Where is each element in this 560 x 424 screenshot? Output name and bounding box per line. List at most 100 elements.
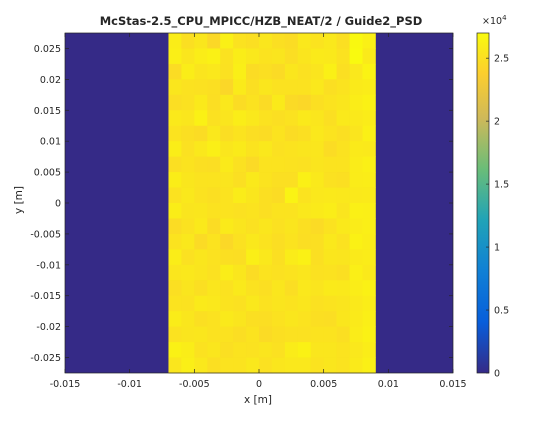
heatmap-cell (349, 357, 363, 374)
heatmap-cell (168, 156, 182, 173)
heatmap-cell (194, 233, 208, 250)
heatmap-cell (323, 203, 337, 219)
y-tick-label: 0 (55, 199, 61, 210)
heatmap-cell (194, 326, 208, 343)
heatmap-cell (168, 326, 182, 343)
heatmap-cell (310, 264, 325, 281)
heatmap-cell (168, 33, 182, 49)
heatmap-cell (220, 233, 234, 250)
heatmap-cell (194, 125, 208, 142)
heatmap-cell (181, 311, 195, 328)
heatmap-cell (246, 141, 260, 158)
heatmap-cell (297, 48, 312, 65)
heatmap-cell (336, 110, 350, 127)
heatmap-cell (310, 94, 325, 111)
heatmap-cell (297, 295, 312, 312)
heatmap-cell (259, 357, 273, 374)
heatmap-cell (349, 33, 363, 49)
heatmap-cell (181, 218, 195, 235)
heatmap-cell (194, 172, 208, 188)
heatmap-cell (194, 33, 208, 49)
heatmap-cell (233, 295, 247, 312)
colorbar-tick-label: 1 (494, 243, 500, 254)
colorbar: 0 0.5 1 1.5 2 2.5 (476, 32, 509, 380)
heatmap-cell (336, 63, 350, 80)
heatmap-cell (349, 172, 363, 188)
heatmap-cell (259, 311, 273, 328)
heatmap-cell (168, 342, 182, 358)
heatmap-cell (271, 33, 286, 49)
heatmap-cell (194, 79, 208, 96)
heatmap-cell (181, 280, 195, 297)
heatmap-cell (362, 264, 376, 281)
heatmap-cell (168, 79, 182, 96)
heatmap-cell (310, 342, 325, 358)
heatmap-cell (246, 110, 260, 127)
y-tick-label: 0.015 (34, 106, 61, 117)
heatmap-cell (233, 218, 247, 235)
heatmap-cell (220, 172, 234, 188)
heatmap-cell (362, 249, 376, 266)
heatmap-cell (259, 63, 273, 80)
x-tick-label: 0.015 (439, 379, 466, 390)
heatmap-cell (297, 326, 312, 343)
heatmap-cell (323, 33, 337, 49)
heatmap-cell (349, 203, 363, 219)
x-tick-label: -0.01 (117, 379, 142, 390)
heatmap-cell (349, 264, 363, 281)
heatmap-cell (168, 249, 182, 266)
heatmap-cell (207, 141, 221, 158)
heatmap-cell (297, 187, 312, 204)
heatmap-cell (336, 264, 350, 281)
heatmap-cell (297, 156, 312, 173)
heatmap-cell (194, 156, 208, 173)
heatmap-cell (349, 156, 363, 173)
heatmap-cell (246, 156, 260, 173)
heatmap-cell (297, 264, 312, 281)
heatmap-cell (259, 233, 273, 250)
heatmap-cell (323, 218, 337, 235)
x-tick-label: 0.005 (310, 379, 337, 390)
heatmap-cell (220, 48, 234, 65)
colorbar-gradient (477, 33, 489, 373)
heatmap-cell (310, 48, 325, 65)
plot-area[interactable] (64, 32, 454, 374)
heatmap-cell (349, 141, 363, 158)
heatmap-cell (323, 326, 337, 343)
heatmap-cell (284, 280, 299, 297)
heatmap-cell (220, 295, 234, 312)
heatmap-cell (259, 295, 273, 312)
heatmap-cell (284, 33, 299, 49)
heatmap-cell (271, 311, 286, 328)
heatmap-cell (207, 233, 221, 250)
x-tick-label: 0 (256, 379, 262, 390)
heatmap-cell (168, 48, 182, 65)
heatmap-cell (310, 125, 325, 142)
heatmap-cell (297, 110, 312, 127)
heatmap-cell (181, 264, 195, 281)
heatmap-cell (349, 249, 363, 266)
heatmap-cell (323, 264, 337, 281)
heatmap-cell (362, 33, 376, 49)
heatmap-cell (349, 187, 363, 204)
heatmap-cell (194, 110, 208, 127)
heatmap-cell (349, 280, 363, 297)
heatmap-cell (284, 110, 299, 127)
heatmap-cell (336, 249, 350, 266)
heatmap-cell (323, 63, 337, 80)
heatmap-cell (310, 156, 325, 173)
heatmap-cell (246, 357, 260, 374)
heatmap-cell (246, 187, 260, 204)
heatmap-cell (336, 233, 350, 250)
heatmap-cell (220, 249, 234, 266)
heatmap-cell (220, 311, 234, 328)
heatmap-cell (310, 326, 325, 343)
heatmap-cell (336, 141, 350, 158)
heatmap-cell (168, 172, 182, 188)
heatmap-cell (259, 187, 273, 204)
heatmap-cell (297, 357, 312, 374)
heatmap-cell (259, 79, 273, 96)
heatmap-cell (181, 125, 195, 142)
colorbar-exponent-base: ×10 (482, 16, 502, 27)
heatmap-cell (349, 48, 363, 65)
